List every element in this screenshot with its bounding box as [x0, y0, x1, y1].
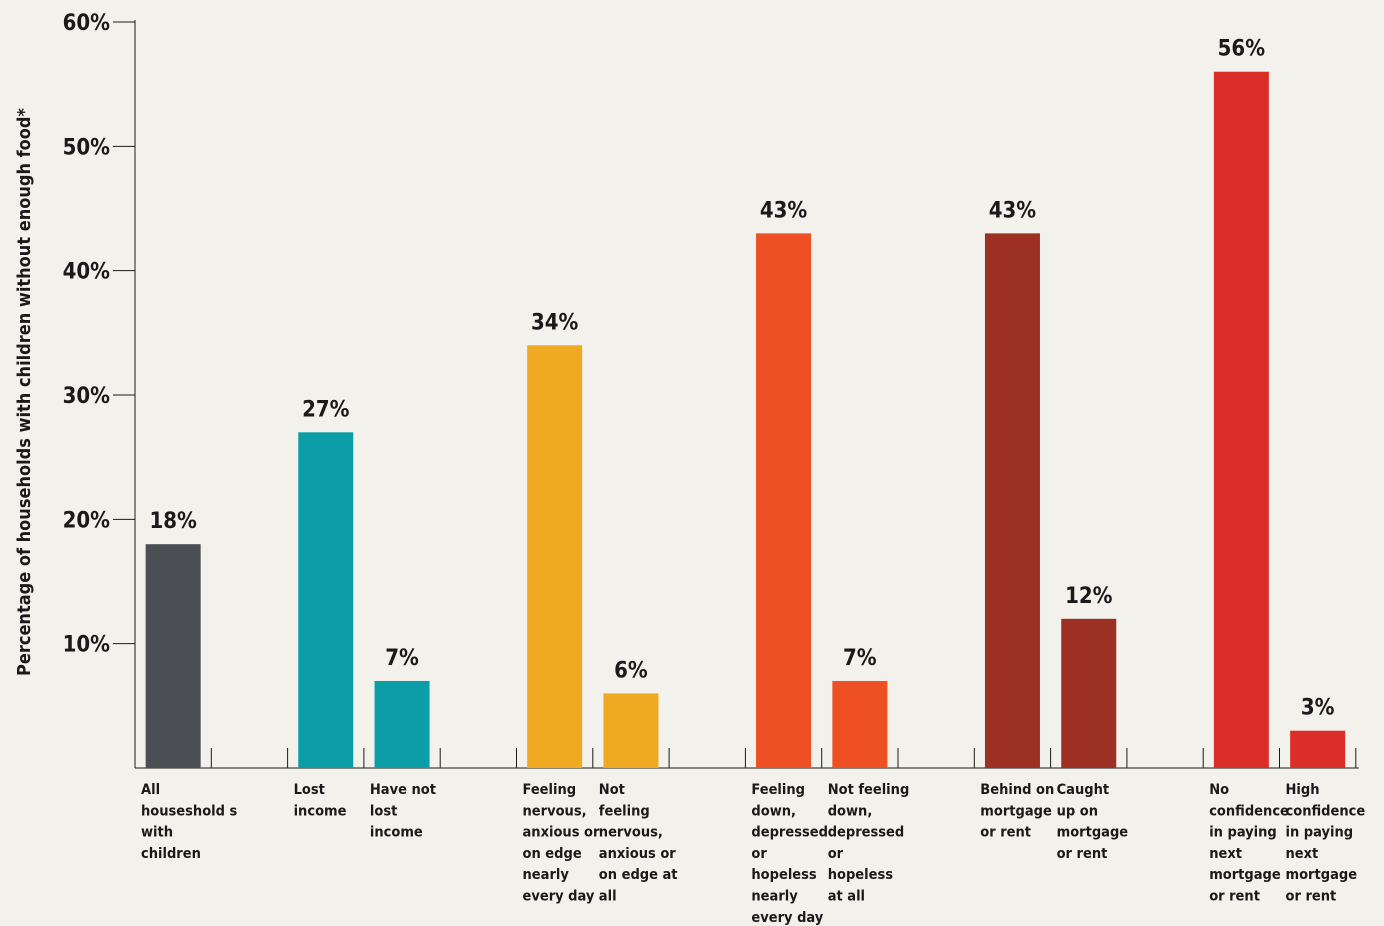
- category-label-line: anxious or: [523, 825, 600, 841]
- value-label: 34%: [531, 310, 579, 335]
- bar: [527, 345, 583, 768]
- category-label-line: depressed: [828, 825, 905, 841]
- category-label-line: next: [1286, 846, 1319, 862]
- category-label-line: mortgage: [980, 803, 1052, 819]
- value-label: 43%: [760, 198, 808, 223]
- category-label-line: nearly: [751, 889, 798, 905]
- value-label: 6%: [614, 658, 648, 683]
- category-label-line: in paying: [1209, 825, 1277, 841]
- y-axis: 10% 20% 30% 40% 50% 60%: [63, 11, 136, 768]
- value-labels: 18% 27% 7% 34% 6% 43% 7% 43% 12% 56% 3%: [149, 37, 1334, 721]
- category-label-line: hopeless: [828, 867, 894, 883]
- category-label-line: depressed: [751, 825, 828, 841]
- category-label: Have not lost income: [370, 782, 436, 841]
- category-label-line: Feeling: [751, 782, 805, 798]
- category-label-line: All: [141, 782, 160, 798]
- value-label: 3%: [1301, 696, 1335, 721]
- category-label-line: Behind on: [980, 782, 1054, 798]
- category-label-line: income: [370, 825, 423, 841]
- category-label-line: feeling: [599, 803, 650, 819]
- category-label-line: at all: [828, 889, 865, 905]
- category-label-line: all: [599, 889, 617, 905]
- y-axis-title: Percentage of households with children w…: [14, 107, 35, 676]
- category-label-line: with: [141, 825, 173, 841]
- category-label-line: Feeling: [523, 782, 577, 798]
- category-label-line: lost: [370, 803, 397, 819]
- y-tick-label: 40%: [63, 260, 111, 285]
- category-label: Behind on mortgage or rent: [980, 782, 1054, 841]
- category-label-line: anxious or: [599, 846, 676, 862]
- bar: [756, 233, 812, 768]
- y-tick-label: 20%: [63, 508, 111, 533]
- category-label: Not feeling down, depressed or hopeless at al…: [828, 782, 910, 905]
- category-label-line: nervous,: [523, 803, 587, 819]
- value-label: 56%: [1218, 37, 1266, 62]
- bars: [145, 71, 1346, 768]
- category-label-line: down,: [828, 803, 873, 819]
- category-label: Caught up on mortgage or rent: [1057, 782, 1129, 862]
- category-label-line: confidence: [1286, 803, 1366, 819]
- category-label-line: every day: [751, 910, 823, 926]
- category-label-line: next: [1209, 846, 1242, 862]
- category-label-line: every day: [523, 889, 595, 905]
- category-label-line: down,: [751, 803, 796, 819]
- category-label-line: mortgage: [1057, 825, 1129, 841]
- category-label-line: income: [294, 803, 347, 819]
- bar: [374, 680, 430, 768]
- value-label: 7%: [843, 646, 877, 671]
- category-label-line: up on: [1057, 803, 1098, 819]
- value-label: 27%: [302, 397, 350, 422]
- y-tick-label: 30%: [63, 384, 111, 409]
- category-label-line: Not feeling: [828, 782, 910, 798]
- category-label-line: or: [751, 846, 767, 862]
- category-label-line: or: [828, 846, 844, 862]
- bar: [1290, 730, 1346, 768]
- category-label-line: Not: [599, 782, 625, 798]
- category-label: Not feeling nervous, anxious or on edge at al…: [599, 782, 678, 905]
- bar: [832, 680, 888, 768]
- category-label-line: High: [1286, 782, 1320, 798]
- category-label-line: or rent: [1057, 846, 1108, 862]
- category-label-line: on edge at: [599, 867, 678, 883]
- category-label-line: mortgage: [1209, 867, 1281, 883]
- category-label-line: No: [1209, 782, 1229, 798]
- category-label-line: on edge: [523, 846, 582, 862]
- bar: [603, 693, 659, 768]
- category-label-line: houseshold s: [141, 803, 238, 819]
- value-label: 18%: [149, 509, 197, 534]
- category-label-line: in paying: [1286, 825, 1354, 841]
- value-label: 7%: [385, 646, 419, 671]
- category-label-line: nervous,: [599, 825, 663, 841]
- category-label: Lost income: [294, 782, 347, 819]
- category-label-line: Lost: [294, 782, 325, 798]
- category-label: No confidence in paying next mortgage or rent: [1209, 782, 1289, 905]
- category-label-line: children: [141, 846, 201, 862]
- category-label-line: Have not: [370, 782, 436, 798]
- category-label-line: nearly: [523, 867, 570, 883]
- category-label: Feeling nervous, anxious or on edge nearly ev…: [523, 782, 600, 905]
- bar: [145, 544, 201, 768]
- category-label-line: mortgage: [1286, 867, 1358, 883]
- value-label: 43%: [989, 198, 1037, 223]
- category-label-line: or rent: [1209, 889, 1260, 905]
- y-tick-label: 60%: [63, 11, 111, 36]
- category-label: All houseshold s with children: [141, 782, 238, 862]
- bar: [1213, 71, 1269, 768]
- category-label: High confidence in paying next mortgage or re…: [1286, 782, 1366, 905]
- bar: [298, 432, 354, 768]
- category-label-line: confidence: [1209, 803, 1289, 819]
- category-label-line: or rent: [1286, 889, 1337, 905]
- y-tick-label: 50%: [63, 135, 111, 160]
- y-tick-label: 10%: [63, 633, 111, 658]
- category-label: Feeling down, depressed or hopeless nearly eve…: [751, 782, 828, 926]
- category-label-line: hopeless: [751, 867, 817, 883]
- bar: [1061, 618, 1117, 768]
- category-label-line: or rent: [980, 825, 1031, 841]
- bar: [984, 233, 1040, 768]
- category-label-line: Caught: [1057, 782, 1110, 798]
- value-label: 12%: [1065, 584, 1113, 609]
